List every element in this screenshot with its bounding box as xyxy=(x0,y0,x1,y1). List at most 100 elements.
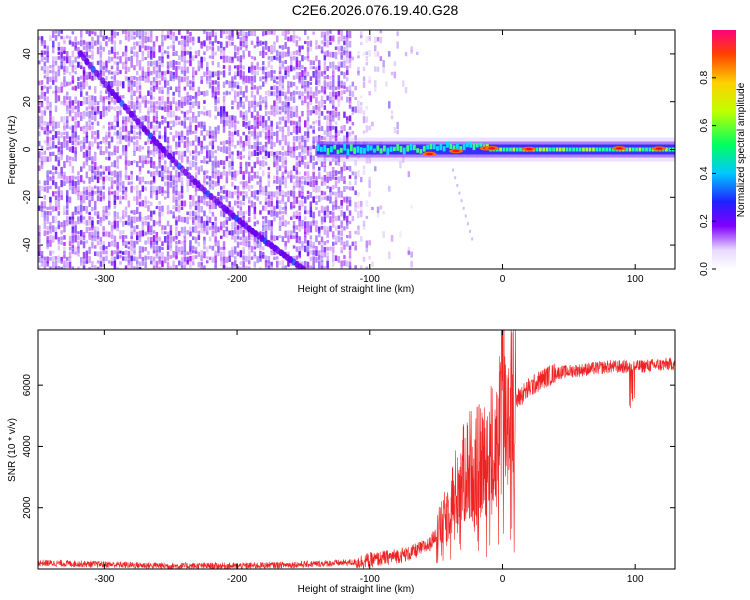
spectrogram-noise-cell xyxy=(287,71,290,77)
signal-core-cell xyxy=(509,147,512,152)
spectrogram-noise-cell xyxy=(320,46,324,53)
spectrogram-noise-cell xyxy=(225,190,229,197)
spectrogram-noise-cell xyxy=(164,80,167,88)
spectrogram-noise-cell xyxy=(161,120,164,125)
spectrogram-noise-cell xyxy=(343,165,346,172)
spectrogram-noise-cell xyxy=(239,170,243,175)
spectrogram-noise-cell xyxy=(110,151,114,156)
spectrogram-noise-cell xyxy=(270,200,273,207)
spectrogram-noise-cell xyxy=(77,120,80,128)
spectrogram-noise-cell xyxy=(360,176,363,183)
spectrogram-noise-cell xyxy=(133,130,136,137)
spectrogram-noise-cell xyxy=(222,100,226,107)
spectrogram-noise-cell xyxy=(43,75,47,79)
spectrogram-noise-cell xyxy=(318,65,321,71)
spectrogram-noise-cell xyxy=(239,36,243,42)
spectrogram-noise-cell xyxy=(208,156,212,162)
signal-core-cell xyxy=(416,148,419,153)
spectrogram-noise-cell xyxy=(332,201,335,208)
spectrogram-noise-cell xyxy=(110,250,114,256)
spectrogram-noise-cell xyxy=(175,220,178,226)
spectrogram-noise-cell xyxy=(250,65,254,72)
spectrogram-noise-cell xyxy=(175,236,178,240)
spectrogram-noise-cell xyxy=(80,116,83,121)
spectrogram-noise-cell xyxy=(94,251,97,256)
spectrogram-noise-cell xyxy=(301,85,304,89)
spectrogram-noise-cell xyxy=(60,156,63,161)
spectrogram-noise-cell xyxy=(208,141,212,146)
spectrogram-noise-cell xyxy=(242,80,245,85)
spectrogram-noise-cell xyxy=(337,86,341,90)
spectrogram-noise-cell xyxy=(189,130,192,135)
spectrogram-noise-cell xyxy=(186,80,189,87)
spectrogram-noise-cell xyxy=(147,121,150,129)
spectrogram-noise-cell xyxy=(267,210,271,215)
spectrogram-noise-cell xyxy=(292,151,296,158)
spectrogram-noise-cell xyxy=(194,55,198,59)
signal-core-cell xyxy=(582,147,585,152)
spectrogram-noise-cell xyxy=(40,40,44,46)
spectrogram-noise-cell xyxy=(175,50,178,56)
spectrogram-noise-cell xyxy=(245,75,248,83)
spectrogram-noise-cell xyxy=(368,180,371,188)
spectrogram-noise-cell xyxy=(248,30,251,37)
spectrogram-noise-cell xyxy=(239,61,243,69)
spectrogram-noise-cell xyxy=(259,146,262,152)
spectrogram-noise-cell xyxy=(136,175,139,181)
spectrogram-noise-cell xyxy=(43,206,47,210)
spectrogram-noise-cell xyxy=(124,35,128,41)
spectrogram-noise-cell xyxy=(161,95,164,103)
spectrogram-noise-cell xyxy=(172,236,175,242)
spectrogram-noise-cell xyxy=(175,185,178,192)
spectrogram-noise-cell xyxy=(197,235,201,241)
spectrogram-noise-cell xyxy=(242,115,245,120)
spectrogram-noise-cell xyxy=(166,192,170,199)
spectrogram-noise-cell xyxy=(298,72,301,77)
spectrogram-noise-cell xyxy=(264,101,268,108)
spectrogram-noise-cell xyxy=(217,170,220,176)
spectrogram-noise-cell xyxy=(267,60,271,68)
spectrogram-noise-cell xyxy=(158,80,161,85)
spectrogram-noise-cell xyxy=(234,191,237,195)
spectrogram-noise-cell xyxy=(253,131,257,139)
spectrogram-noise-cell xyxy=(200,225,203,234)
spectrogram-noise-cell xyxy=(197,205,201,213)
spectrogram-noise-cell xyxy=(225,116,229,120)
spectrogram-noise-cell xyxy=(225,55,229,63)
spectrogram-noise-cell xyxy=(281,60,285,67)
spectrogram-noise-cell xyxy=(80,126,83,132)
spectrogram-noise-cell xyxy=(382,231,385,238)
spectrogram-noise-cell xyxy=(211,180,215,185)
spectrogram-noise-cell xyxy=(82,151,86,158)
spectrogram-noise-cell xyxy=(68,181,72,186)
spectrogram-noise-cell xyxy=(178,240,181,244)
spectrogram-noise-cell xyxy=(281,51,285,59)
spectrogram-noise-cell xyxy=(82,256,86,264)
spectrogram-noise-cell xyxy=(189,180,192,186)
spectrogram-noise-cell xyxy=(292,221,296,229)
spectrogram-noise-cell xyxy=(108,95,111,101)
spectrogram-noise-cell xyxy=(250,191,254,198)
spectrogram-noise-cell xyxy=(91,156,94,161)
spectrogram-noise-cell xyxy=(122,120,125,125)
spectrogram-noise-cell xyxy=(96,211,100,219)
spectrogram-noise-cell xyxy=(203,236,206,241)
spectrogram-noise-cell xyxy=(54,105,58,113)
spectrogram-noise-cell xyxy=(248,250,251,258)
spectrogram-noise-cell xyxy=(63,260,66,267)
spectrogram-noise-cell xyxy=(102,70,105,77)
spectrogram-noise-cell xyxy=(119,56,122,64)
spectrogram-noise-cell xyxy=(250,31,254,36)
spectrogram-noise-cell xyxy=(147,146,150,154)
spectrogram-noise-cell xyxy=(267,180,271,187)
spectrogram-noise-cell xyxy=(38,180,41,185)
spectrogram-noise-cell xyxy=(298,126,301,133)
spectrogram-noise-cell xyxy=(267,30,271,35)
spectrogram-noise-cell xyxy=(82,130,86,134)
spectrogram-noise-cell xyxy=(105,250,108,255)
spectrogram-noise-cell xyxy=(379,30,383,34)
spectrogram-noise-cell xyxy=(99,111,103,117)
spectrogram-noise-cell xyxy=(183,51,187,56)
spectrogram-noise-cell xyxy=(346,65,349,72)
spectrogram-noise-cell xyxy=(164,181,167,187)
